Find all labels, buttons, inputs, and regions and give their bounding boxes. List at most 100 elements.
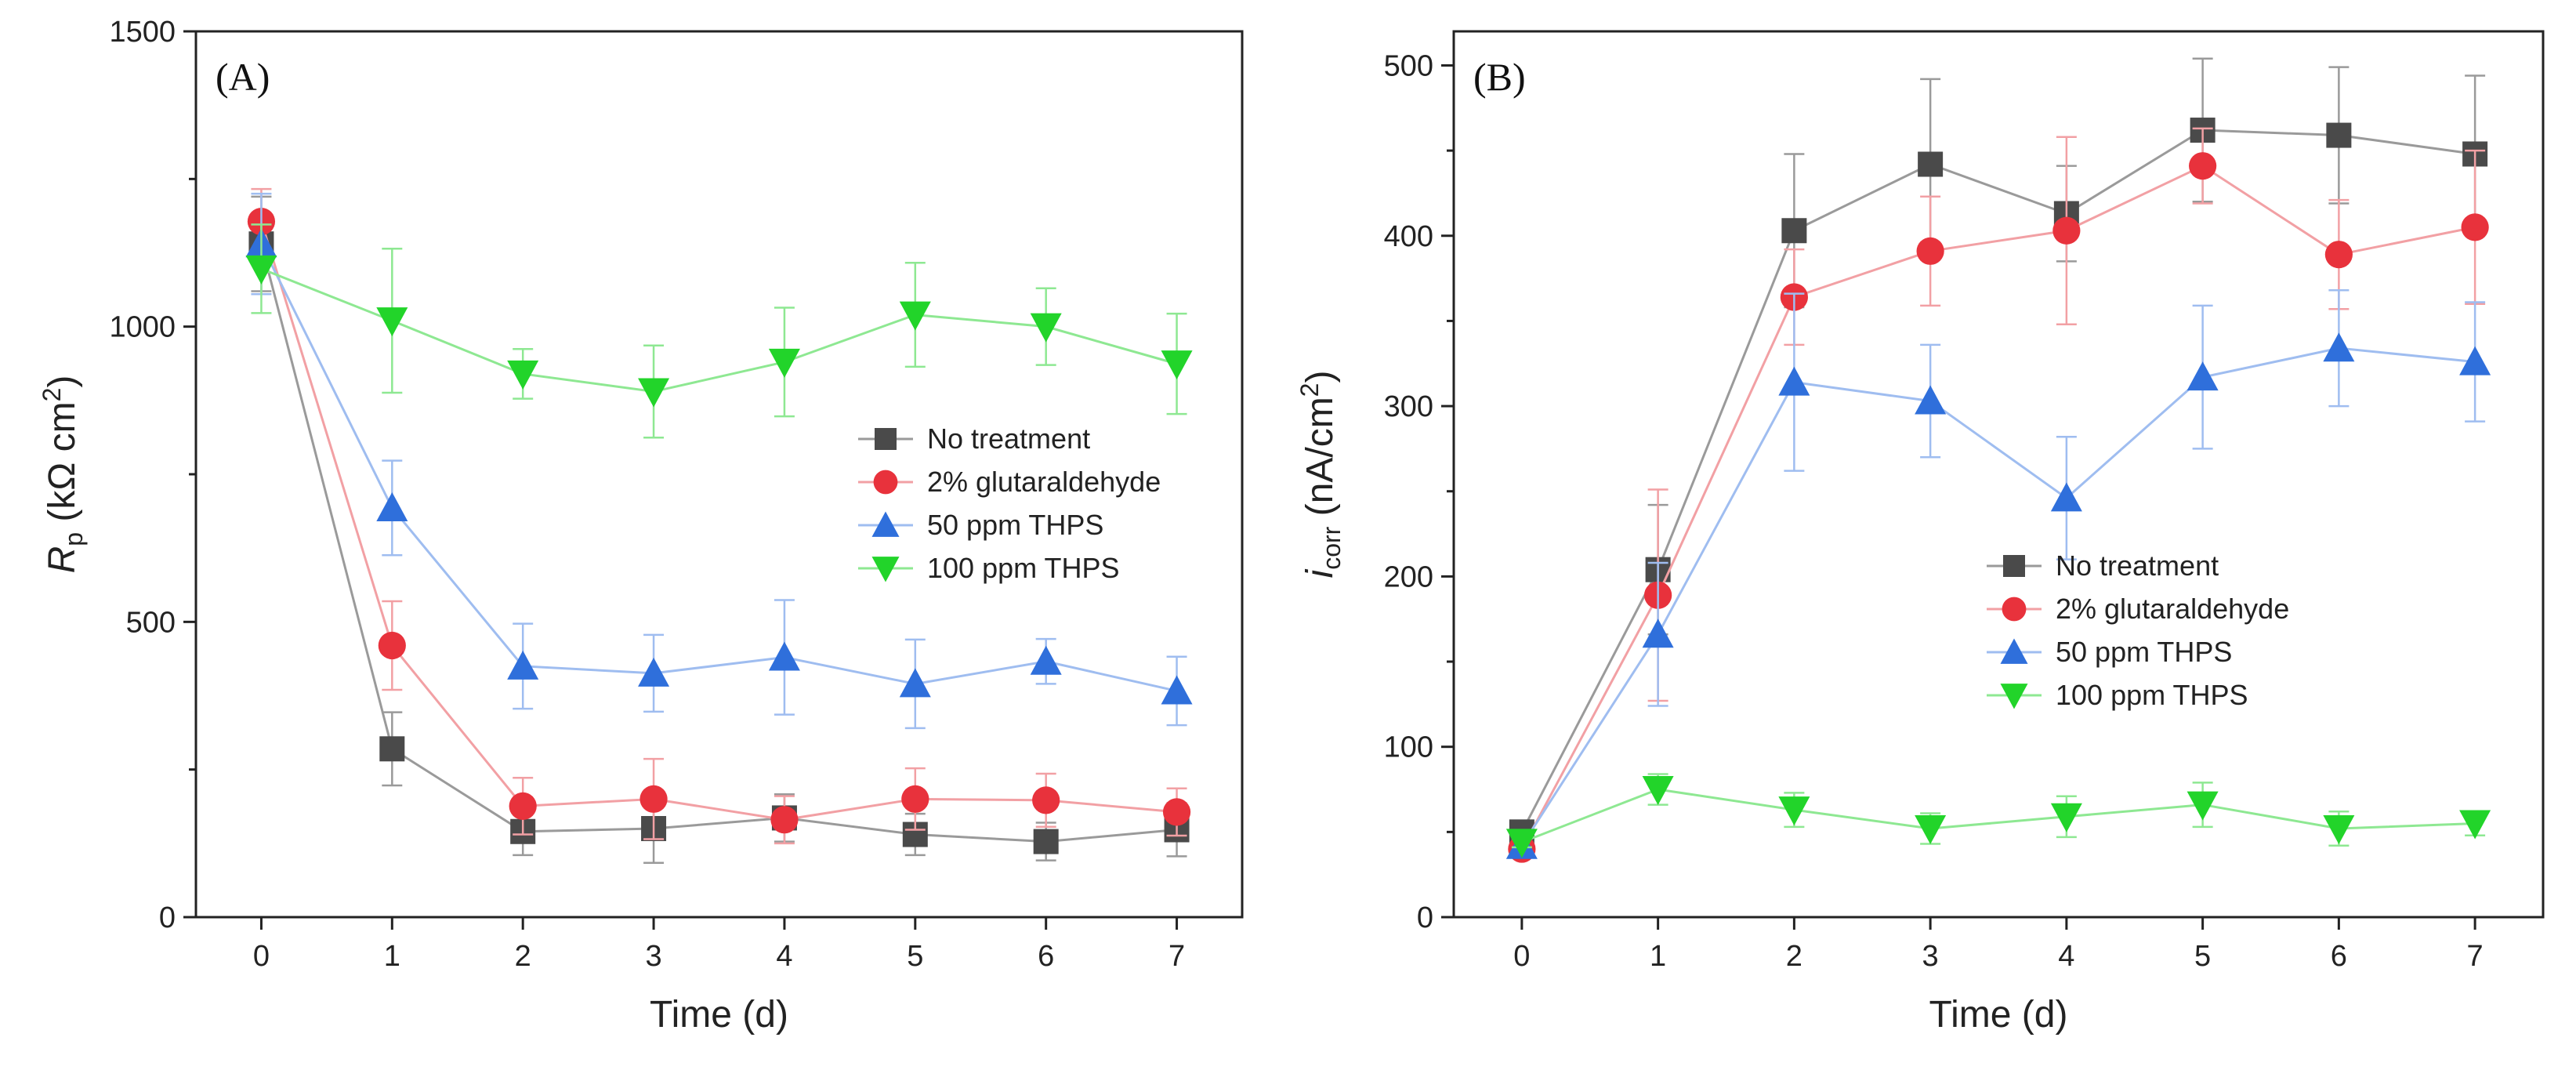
legend-label: 50 ppm THPS — [927, 509, 1103, 541]
y-tick-label: 300 — [1384, 390, 1433, 423]
data-point — [2050, 803, 2082, 832]
data-point — [1778, 366, 1810, 396]
series-line — [1520, 346, 2476, 847]
series-line — [1520, 164, 2476, 850]
data-point — [2326, 122, 2352, 148]
data-point — [1505, 829, 1538, 858]
series-line — [260, 243, 1177, 692]
x-tick-label: 5 — [2194, 940, 2211, 973]
data-point — [1915, 815, 1947, 844]
data-point — [1033, 829, 1059, 854]
y-axis-subscript: corr — [1317, 526, 1346, 569]
data-point — [638, 378, 670, 408]
data-point — [379, 736, 405, 762]
series-1 — [247, 187, 1191, 845]
data-point — [770, 806, 799, 834]
series-line — [1520, 129, 2476, 833]
data-point — [1915, 385, 1947, 415]
y-tick-label: 0 — [1417, 901, 1433, 934]
x-tick-label: 3 — [1922, 940, 1939, 973]
x-tick-label: 0 — [1513, 940, 1530, 973]
y-tick-label: 500 — [1384, 49, 1433, 82]
data-point — [1161, 350, 1193, 380]
data-point — [1778, 796, 1810, 826]
panel-label: (A) — [216, 55, 270, 99]
legend-label: No treatment — [2056, 550, 2219, 582]
data-point — [2187, 791, 2219, 821]
legend-label: 100 ppm THPS — [927, 552, 1119, 584]
data-point — [1162, 798, 1191, 826]
x-tick-label: 6 — [1038, 940, 1054, 973]
data-point — [507, 650, 539, 680]
legend-marker — [871, 511, 900, 537]
legend-marker — [873, 470, 898, 495]
x-axis-title: Time (d) — [650, 994, 788, 1036]
legend: No treatment 2% glutaraldehyde 50 ppm THPS… — [858, 423, 1161, 584]
y-tick-label: 400 — [1384, 220, 1433, 253]
y-tick-label: 200 — [1384, 560, 1433, 593]
data-point — [2459, 346, 2491, 375]
data-point — [1781, 218, 1807, 244]
data-point — [2052, 216, 2081, 245]
y-tick-label: 100 — [1384, 731, 1433, 764]
data-point — [1918, 151, 1944, 177]
y-tick-label: 1000 — [109, 311, 176, 344]
data-point — [1642, 776, 1674, 806]
data-point — [899, 668, 931, 698]
y-axis-symbol: i — [1299, 568, 1341, 578]
y-axis-unit-superscript: 2 — [38, 388, 66, 402]
data-point — [2323, 815, 2355, 844]
series-3 — [245, 223, 1193, 439]
x-tick-label: 1 — [384, 940, 400, 973]
data-point — [1030, 313, 1062, 343]
series-2 — [1505, 289, 2491, 859]
data-point — [509, 792, 537, 820]
y-axis-unit: (kΩ cm — [42, 401, 83, 532]
series-2 — [245, 192, 1193, 730]
data-point — [245, 255, 277, 285]
y-axis-title: icorr (nA/cm2) — [1295, 371, 1346, 579]
x-tick-label: 3 — [645, 940, 661, 973]
data-point — [638, 657, 670, 687]
data-point — [378, 631, 406, 660]
data-point — [2323, 332, 2355, 362]
x-tick-label: 5 — [907, 940, 923, 973]
data-point — [1916, 237, 1944, 265]
y-axis-subscript: p — [60, 532, 88, 546]
legend-marker — [875, 428, 897, 450]
x-axis-title: Time (d) — [1929, 994, 2068, 1036]
x-tick-label: 7 — [1168, 940, 1185, 973]
x-tick-label: 1 — [1650, 940, 1666, 973]
data-point — [2189, 152, 2217, 180]
legend-label: 2% glutaraldehyde — [2056, 593, 2289, 625]
y-axis-title: Rp (kΩ cm2) — [38, 375, 88, 574]
data-point — [639, 785, 668, 813]
y-axis-unit-close: ) — [1299, 371, 1341, 383]
chart-b: 0 1 2 3 4 5 6 7 0 100 200 300 400 500 Time (d) icorr (n… — [1295, 30, 2545, 1036]
x-tick-label: 4 — [776, 940, 792, 973]
y-axis-unit-superscript: 2 — [1295, 383, 1324, 397]
data-point — [2324, 241, 2353, 269]
legend-label: 50 ppm THPS — [2056, 636, 2232, 668]
series-line — [260, 267, 1177, 394]
legend: No treatment 2% glutaraldehyde 50 ppm THPS… — [1987, 550, 2289, 711]
data-point — [376, 491, 408, 521]
y-tick-label: 500 — [126, 606, 176, 639]
data-point — [1642, 618, 1674, 648]
data-point — [1161, 675, 1193, 705]
x-tick-label: 2 — [515, 940, 531, 973]
plot-frame — [1452, 30, 2545, 919]
data-point — [768, 641, 800, 671]
series-line — [1521, 788, 2476, 843]
legend-label: 2% glutaraldehyde — [927, 466, 1161, 498]
data-point — [507, 360, 539, 390]
data-point — [1032, 786, 1060, 814]
data-point — [2050, 482, 2082, 512]
data-point — [376, 307, 408, 337]
x-tick-label: 0 — [253, 940, 270, 973]
series-line — [260, 221, 1177, 822]
data-point — [1030, 645, 1062, 675]
legend-marker — [2000, 684, 2028, 709]
